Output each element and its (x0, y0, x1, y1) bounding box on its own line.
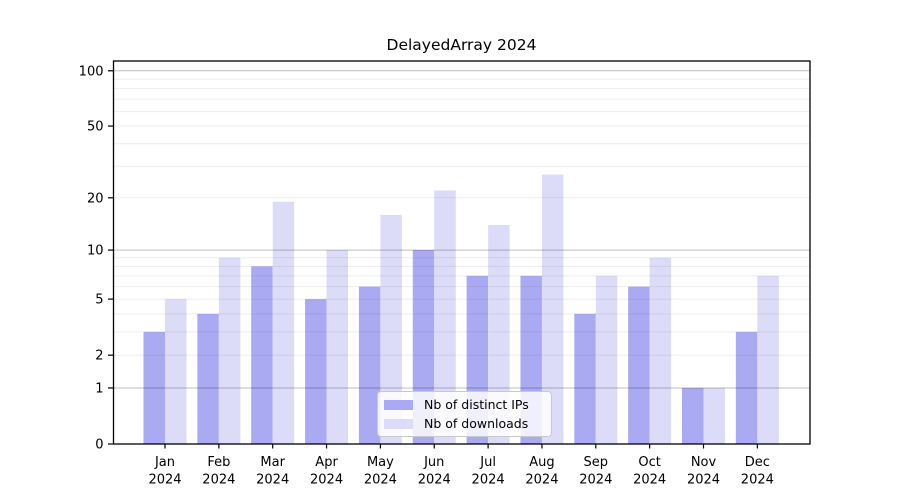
bar-downloads-dec (757, 275, 779, 444)
x-tick-year-oct: 2024 (633, 473, 666, 488)
bar-downloads-apr (326, 250, 349, 444)
x-tick-label-mar: Mar (260, 455, 285, 470)
x-tick-year-nov: 2024 (687, 473, 720, 488)
legend-entry-downloads: Nb of downloads (384, 416, 551, 431)
legend-entry-distinct-ips: Nb of distinct IPs (384, 397, 551, 412)
y-tick-label-1: 1 (95, 381, 103, 396)
x-tick-year-sep: 2024 (579, 473, 612, 488)
bar-downloads-oct (649, 257, 672, 444)
bar-distinct-ips-apr (305, 299, 327, 444)
x-tick-label-jan: Jan (154, 455, 175, 470)
x-tick-label-oct: Oct (638, 455, 660, 470)
x-tick-label-jun: Jun (423, 455, 444, 470)
legend-label-downloads: Nb of downloads (424, 416, 529, 431)
bar-downloads-mar (272, 201, 295, 444)
bar-distinct-ips-dec (735, 331, 758, 444)
bar-downloads-aug (541, 174, 564, 445)
bar-distinct-ips-feb (197, 313, 219, 444)
x-tick-year-feb: 2024 (202, 473, 235, 488)
x-tick-label-feb: Feb (207, 455, 230, 470)
bar-distinct-ips-nov (682, 387, 704, 444)
y-tick-label-20: 20 (87, 191, 104, 206)
bar-downloads-nov (703, 387, 725, 444)
plot-frame (112, 60, 811, 445)
legend-swatch-downloads (384, 418, 413, 429)
x-tick-year-aug: 2024 (525, 473, 558, 488)
x-tick-label-dec: Dec (745, 455, 770, 470)
x-tick-label-jul: Jul (479, 455, 496, 470)
bar-distinct-ips-sep (574, 313, 596, 444)
x-tick-year-jun: 2024 (418, 473, 451, 488)
bar-downloads-jul (488, 225, 510, 444)
bar-distinct-ips-may (358, 286, 381, 444)
y-tick-label-5: 5 (95, 293, 103, 308)
bar-distinct-ips-oct (628, 286, 650, 444)
x-tick-year-apr: 2024 (310, 473, 343, 488)
x-tick-label-sep: Sep (584, 455, 609, 470)
bar-downloads-sep (595, 275, 618, 444)
y-tick-label-100: 100 (79, 64, 104, 79)
bar-distinct-ips-mar (251, 266, 273, 444)
x-tick-label-nov: Nov (691, 455, 717, 470)
x-tick-label-may: May (367, 455, 394, 470)
x-tick-year-jul: 2024 (472, 473, 505, 488)
x-tick-year-may: 2024 (364, 473, 397, 488)
y-tick-label-2: 2 (95, 349, 103, 364)
x-tick-year-mar: 2024 (256, 473, 289, 488)
legend-label-distinct-ips: Nb of distinct IPs (424, 397, 529, 412)
x-tick-label-apr: Apr (315, 455, 338, 470)
chart-title: DelayedArray 2024 (386, 36, 537, 54)
x-tick-year-dec: 2024 (741, 473, 774, 488)
legend-box: Nb of distinct IPs Nb of downloads (377, 391, 552, 437)
x-tick-label-aug: Aug (529, 455, 554, 470)
y-tick-label-0: 0 (95, 438, 103, 453)
y-tick-label-50: 50 (87, 120, 104, 135)
x-tick-year-jan: 2024 (148, 473, 181, 488)
bar-downloads-may (380, 214, 402, 444)
bar-downloads-jan (165, 299, 187, 444)
legend-swatch-distinct-ips (384, 399, 413, 410)
bar-downloads-jun (434, 190, 456, 444)
y-tick-label-10: 10 (87, 244, 104, 259)
bar-downloads-feb (218, 257, 241, 444)
bar-distinct-ips-jan (143, 331, 165, 444)
